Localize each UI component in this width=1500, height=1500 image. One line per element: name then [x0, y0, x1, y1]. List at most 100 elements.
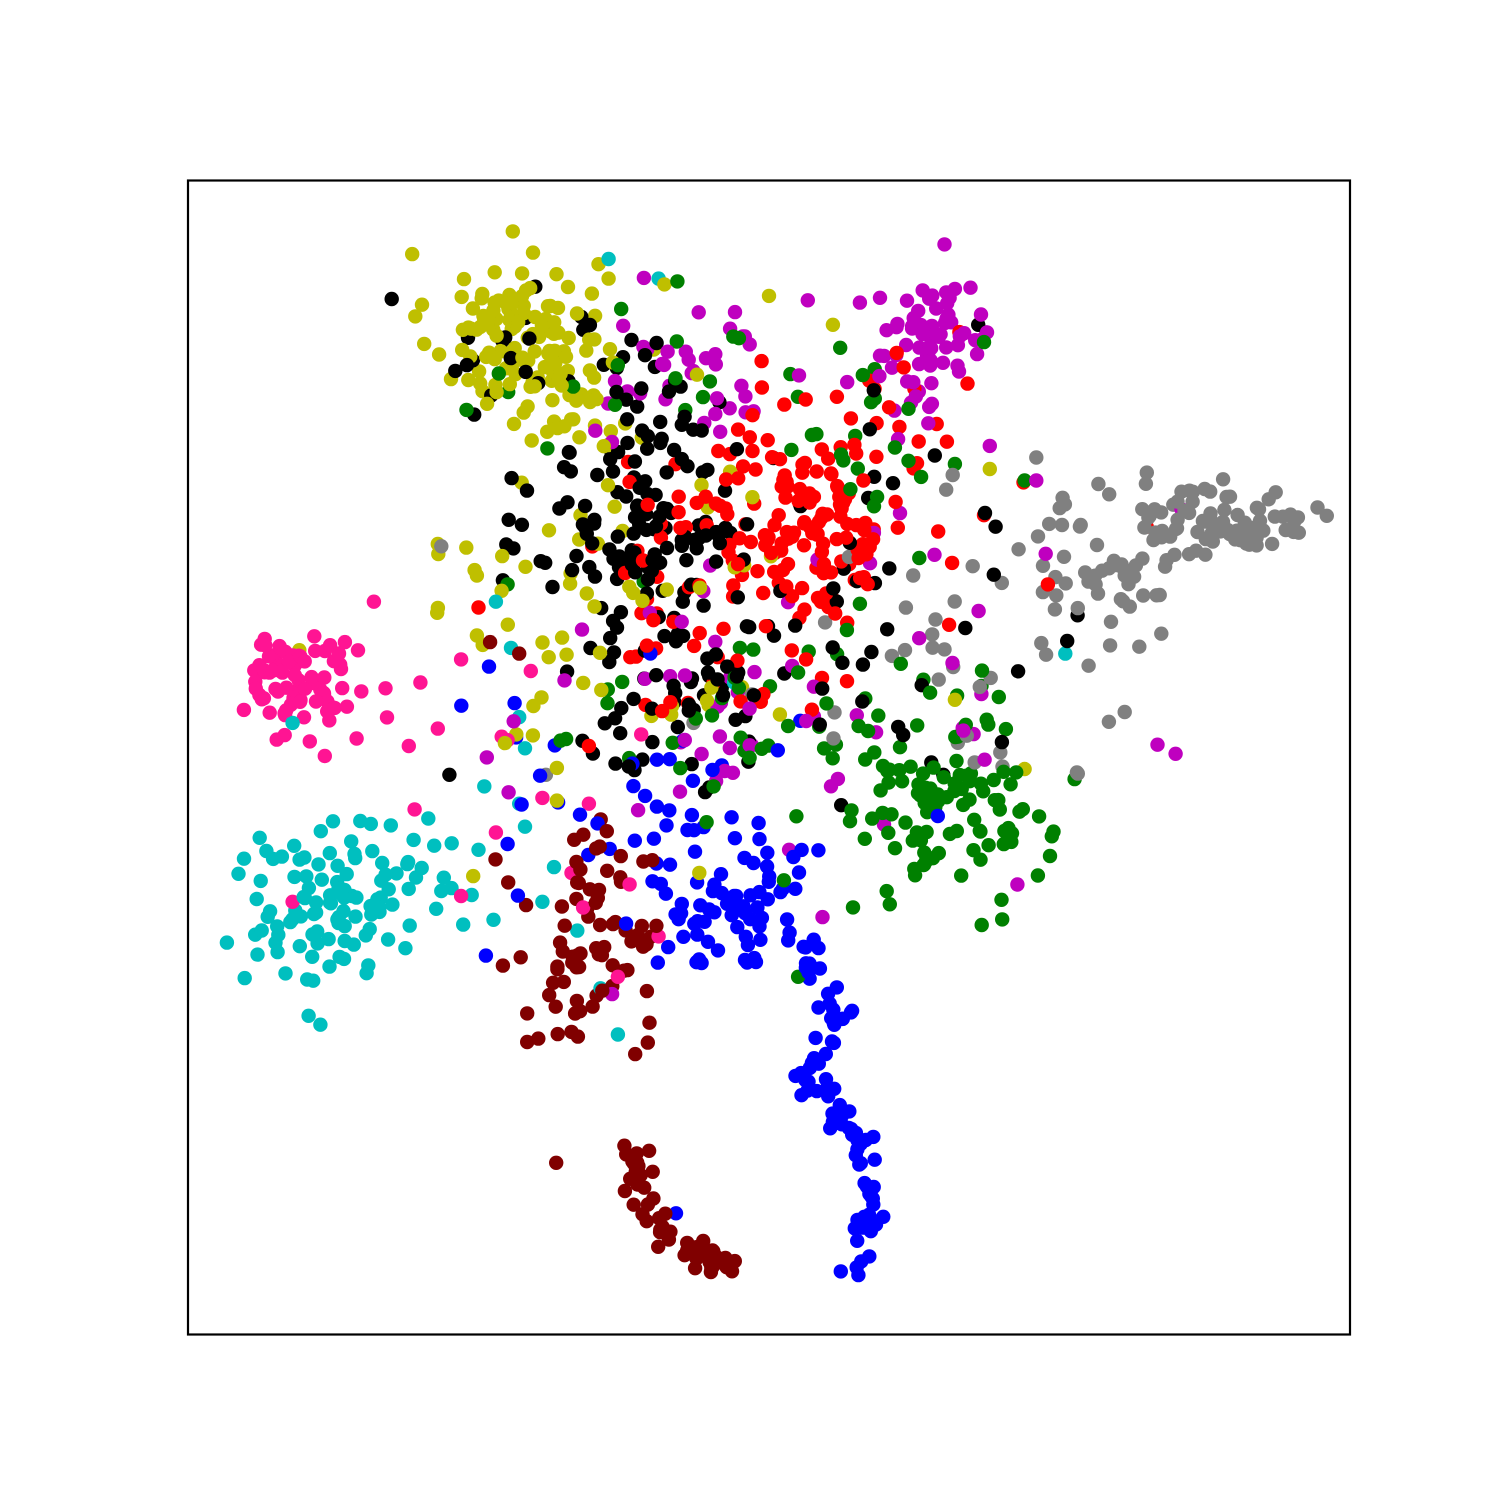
data-point-series-1 — [864, 645, 878, 659]
data-point-series-4 — [710, 391, 724, 405]
data-point-series-9 — [364, 817, 378, 831]
data-point-series-1 — [538, 556, 552, 570]
data-point-series-4 — [1010, 877, 1024, 891]
data-point-series-9 — [403, 918, 417, 932]
data-point-series-1 — [891, 720, 905, 734]
data-point-series-0 — [693, 581, 707, 595]
data-point-series-7 — [558, 919, 572, 933]
data-point-series-9 — [421, 811, 435, 825]
data-point-series-2 — [797, 602, 811, 616]
data-point-series-8 — [351, 643, 365, 657]
data-point-series-1 — [740, 517, 754, 531]
data-point-series-6 — [573, 808, 587, 822]
data-point-series-9 — [382, 882, 396, 896]
data-point-series-7 — [551, 1027, 565, 1041]
data-point-series-4 — [616, 319, 630, 333]
data-point-series-9 — [401, 855, 415, 869]
data-point-series-3 — [1102, 561, 1116, 575]
data-point-series-1 — [826, 581, 840, 595]
data-point-series-3 — [1055, 518, 1069, 532]
data-point-series-5 — [906, 833, 920, 847]
data-point-series-0 — [657, 277, 671, 291]
data-point-series-3 — [1186, 485, 1200, 499]
data-point-series-1 — [826, 640, 840, 654]
data-point-series-6 — [825, 1106, 839, 1120]
data-point-series-6 — [737, 851, 751, 865]
data-point-series-8 — [407, 802, 421, 816]
data-point-series-9 — [323, 846, 337, 860]
data-point-series-2 — [931, 524, 945, 538]
data-point-series-1 — [569, 549, 583, 563]
data-point-series-1 — [730, 669, 744, 683]
data-point-series-9 — [237, 852, 251, 866]
data-point-series-0 — [520, 399, 534, 413]
data-point-series-2 — [719, 472, 733, 486]
data-point-series-0 — [692, 866, 706, 880]
data-point-series-2 — [713, 499, 727, 513]
data-point-series-2 — [855, 538, 869, 552]
data-point-series-9 — [518, 741, 532, 755]
data-point-series-0 — [542, 650, 556, 664]
data-point-series-4 — [963, 281, 977, 295]
data-point-series-9 — [283, 915, 297, 929]
data-point-series-8 — [431, 721, 445, 735]
data-point-series-5 — [826, 751, 840, 765]
scatter-points — [220, 224, 1334, 1282]
data-point-series-6 — [931, 809, 945, 823]
data-point-series-4 — [792, 368, 806, 382]
data-point-series-6 — [507, 696, 521, 710]
data-point-series-5 — [914, 470, 928, 484]
data-point-series-4 — [977, 753, 991, 767]
data-point-series-5 — [991, 793, 1005, 807]
data-point-series-1 — [742, 620, 756, 634]
data-point-series-5 — [540, 441, 554, 455]
data-point-series-9 — [601, 252, 615, 266]
data-point-series-0 — [526, 245, 540, 259]
data-point-series-1 — [682, 703, 696, 717]
data-point-series-2 — [795, 457, 809, 471]
data-point-series-8 — [265, 663, 279, 677]
data-point-series-6 — [812, 1057, 826, 1071]
data-point-series-1 — [662, 384, 676, 398]
data-point-series-8 — [249, 681, 263, 695]
data-point-series-4 — [974, 307, 988, 321]
data-point-series-3 — [1074, 518, 1088, 532]
data-point-series-4 — [840, 375, 854, 389]
data-point-series-5 — [1045, 829, 1059, 843]
data-point-series-8 — [535, 791, 549, 805]
data-point-series-0 — [826, 318, 840, 332]
data-point-series-1 — [640, 442, 654, 456]
data-point-series-0 — [569, 394, 583, 408]
data-point-series-2 — [767, 565, 781, 579]
data-point-series-3 — [1283, 507, 1297, 521]
data-point-series-1 — [958, 621, 972, 635]
data-point-series-6 — [692, 952, 706, 966]
data-point-series-5 — [977, 335, 991, 349]
data-point-series-0 — [549, 267, 563, 281]
data-point-series-1 — [552, 501, 566, 515]
data-point-series-2 — [856, 473, 870, 487]
data-point-series-5 — [840, 623, 854, 637]
data-point-series-3 — [939, 483, 953, 497]
data-point-series-6 — [619, 916, 633, 930]
data-point-series-8 — [293, 695, 307, 709]
data-point-series-2 — [888, 495, 902, 509]
data-point-series-1 — [626, 692, 640, 706]
data-point-series-9 — [456, 917, 470, 931]
data-point-series-2 — [891, 521, 905, 535]
data-point-series-1 — [545, 580, 559, 594]
data-point-series-4 — [915, 327, 929, 341]
data-point-series-6 — [876, 1210, 890, 1224]
data-point-series-5 — [910, 718, 924, 732]
data-point-series-8 — [524, 664, 538, 678]
data-point-series-9 — [535, 895, 549, 909]
data-point-series-0 — [430, 606, 444, 620]
data-point-series-8 — [340, 700, 354, 714]
data-point-series-7 — [556, 944, 570, 958]
data-point-series-2 — [671, 505, 685, 519]
data-point-series-1 — [619, 489, 633, 503]
data-point-series-6 — [801, 965, 815, 979]
data-point-series-9 — [332, 910, 346, 924]
data-point-series-3 — [1071, 601, 1085, 615]
data-point-series-7 — [569, 855, 583, 869]
